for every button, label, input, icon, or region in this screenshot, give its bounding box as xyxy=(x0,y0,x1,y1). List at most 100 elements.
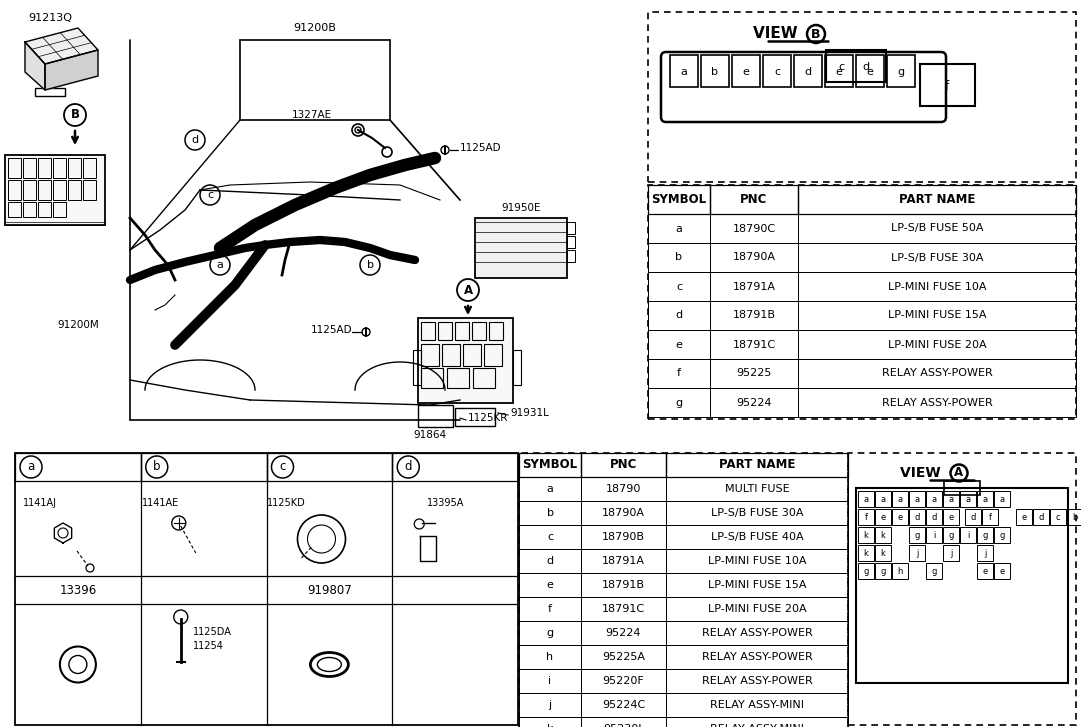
Bar xyxy=(472,322,486,340)
Bar xyxy=(8,180,21,200)
Bar xyxy=(580,573,666,597)
Text: A: A xyxy=(955,467,963,480)
Bar xyxy=(580,477,666,501)
Text: A: A xyxy=(464,284,472,297)
Bar xyxy=(1016,509,1032,525)
Text: h: h xyxy=(546,652,553,662)
Text: b: b xyxy=(711,67,719,77)
Text: g: g xyxy=(983,531,988,539)
Text: d: d xyxy=(546,556,553,566)
Bar xyxy=(519,525,580,549)
Bar xyxy=(798,330,1076,359)
Text: k: k xyxy=(881,531,885,539)
Text: c: c xyxy=(838,62,844,72)
Text: 18791C: 18791C xyxy=(602,604,645,614)
Bar xyxy=(519,573,580,597)
Bar xyxy=(15,453,518,725)
Bar xyxy=(798,388,1076,417)
Text: k: k xyxy=(864,531,868,539)
Bar xyxy=(965,509,980,525)
Bar xyxy=(421,322,435,340)
Text: a: a xyxy=(880,494,885,504)
Bar xyxy=(960,491,976,507)
Bar xyxy=(710,359,798,388)
Bar xyxy=(519,501,580,525)
Text: LP-MINI FUSE 10A: LP-MINI FUSE 10A xyxy=(708,556,806,566)
Bar xyxy=(858,545,875,561)
Bar xyxy=(580,717,666,727)
Text: e: e xyxy=(676,340,682,350)
Text: e: e xyxy=(743,67,749,77)
Bar xyxy=(710,272,798,301)
Text: f: f xyxy=(548,604,552,614)
Bar xyxy=(1050,509,1066,525)
Bar xyxy=(848,453,1076,725)
Bar xyxy=(580,525,666,549)
Text: a: a xyxy=(27,460,35,473)
Text: 95224: 95224 xyxy=(605,628,641,638)
Bar xyxy=(38,202,51,217)
Bar xyxy=(798,359,1076,388)
Text: b: b xyxy=(154,460,160,473)
Text: VIEW: VIEW xyxy=(753,26,803,41)
Bar xyxy=(519,453,848,727)
Text: 18791A: 18791A xyxy=(733,281,775,292)
Bar xyxy=(763,55,791,87)
Bar xyxy=(580,501,666,525)
Bar xyxy=(944,481,980,495)
Bar xyxy=(909,491,925,507)
Text: 1125AD: 1125AD xyxy=(461,143,502,153)
Bar xyxy=(648,359,710,388)
Text: RELAY ASSY-POWER: RELAY ASSY-POWER xyxy=(702,676,813,686)
Bar xyxy=(448,368,469,388)
Text: 91864: 91864 xyxy=(413,430,446,440)
Polygon shape xyxy=(25,28,98,64)
Text: f: f xyxy=(945,79,949,92)
Text: 1141AJ: 1141AJ xyxy=(23,498,57,508)
Text: d: d xyxy=(915,513,920,521)
Text: 1125KD: 1125KD xyxy=(267,498,306,508)
Text: 11254: 11254 xyxy=(192,641,224,651)
Text: h: h xyxy=(897,566,903,576)
Bar xyxy=(475,218,568,278)
Text: a: a xyxy=(965,494,971,504)
Bar xyxy=(826,50,886,82)
Bar xyxy=(666,717,848,727)
Bar xyxy=(892,491,908,507)
Bar xyxy=(856,55,884,87)
Bar xyxy=(977,563,993,579)
Bar xyxy=(666,477,848,501)
Bar xyxy=(666,669,848,693)
Bar xyxy=(580,693,666,717)
Bar xyxy=(798,214,1076,243)
Bar xyxy=(5,222,105,225)
Text: 18791A: 18791A xyxy=(602,556,645,566)
Text: k: k xyxy=(547,724,553,727)
Bar xyxy=(875,509,891,525)
Bar xyxy=(580,621,666,645)
Bar xyxy=(670,55,698,87)
Bar xyxy=(700,55,729,87)
Bar xyxy=(888,55,915,87)
Text: e: e xyxy=(1022,513,1027,521)
Bar xyxy=(648,243,710,272)
Bar xyxy=(455,408,495,426)
Bar xyxy=(463,344,481,366)
Bar xyxy=(875,563,891,579)
Text: g: g xyxy=(880,566,885,576)
Text: c: c xyxy=(547,532,553,542)
Text: d: d xyxy=(804,67,812,77)
Text: VIEW: VIEW xyxy=(900,466,946,480)
Bar xyxy=(982,509,998,525)
Bar xyxy=(648,12,1076,182)
Text: b: b xyxy=(366,260,374,270)
Text: d: d xyxy=(932,513,937,521)
Text: PART NAME: PART NAME xyxy=(719,459,796,472)
Text: 95225A: 95225A xyxy=(602,652,645,662)
Text: a: a xyxy=(864,494,868,504)
Bar xyxy=(798,185,1076,214)
Bar xyxy=(858,563,875,579)
Bar xyxy=(710,330,798,359)
Bar xyxy=(38,158,51,178)
Bar xyxy=(648,388,710,417)
